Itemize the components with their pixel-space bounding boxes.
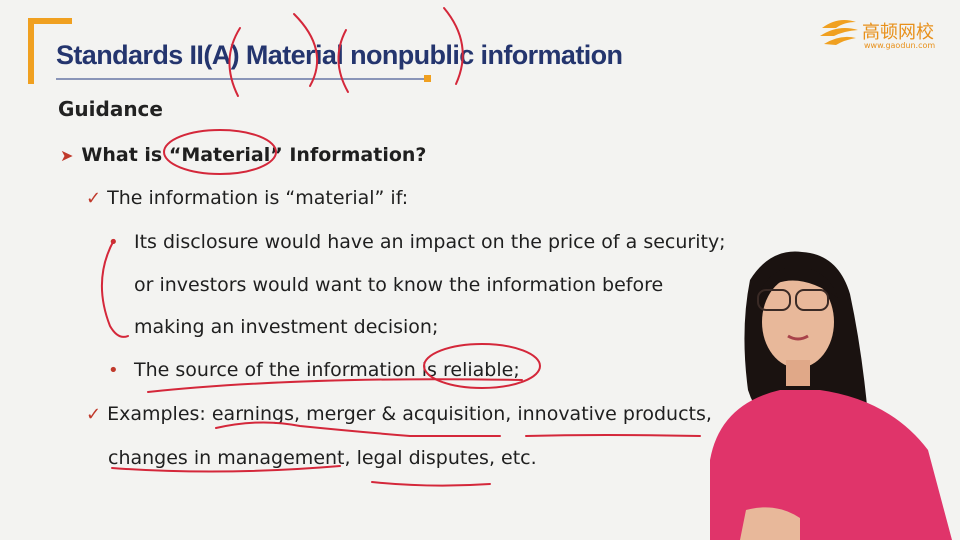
arrow-bullet-icon: ➤ <box>60 146 74 165</box>
list-item: • <box>108 231 119 253</box>
list-item: • <box>108 359 119 381</box>
annotation-stroke <box>525 434 701 437</box>
presenter-video <box>710 251 952 540</box>
section-heading: Guidance <box>58 97 163 121</box>
title-bracket-decoration <box>28 18 72 84</box>
list-item: ✓ Examples: earnings, merger & acquisitio… <box>86 403 712 425</box>
list-item-text: changes in management, legal disputes, e… <box>108 447 537 469</box>
slide-title: Standards II(A) Material nonpublic infor… <box>56 40 623 70</box>
list-item-text: making an investment decision; <box>134 316 439 338</box>
checkmark-icon: ✓ <box>86 188 102 209</box>
list-item-text: Its disclosure would have an impact on t… <box>134 231 726 253</box>
annotation-stroke <box>101 239 129 338</box>
list-item-text: or investors would want to know the info… <box>134 274 664 296</box>
logo-url: www.gaodun.com <box>864 41 936 50</box>
gaodun-logo-icon <box>820 20 858 45</box>
dot-bullet-icon: • <box>108 360 119 381</box>
gaodun-logo: 高顿网校 www.gaodun.com <box>818 14 950 54</box>
checkmark-icon: ✓ <box>86 404 102 425</box>
title-underline-dot <box>424 75 431 82</box>
title-underline <box>56 78 428 80</box>
question-line: ➤ What is “Material” Information? <box>60 144 426 166</box>
annotation-stroke <box>371 481 491 487</box>
list-item-text: The source of the information is reliabl… <box>134 359 520 381</box>
question-text: What is “Material” Information? <box>81 144 427 166</box>
list-item-text: Examples: earnings, merger & acquisition… <box>107 403 712 425</box>
annotation-stroke <box>147 378 523 393</box>
list-item: ✓ The information is “material” if: <box>86 187 408 209</box>
list-item-text: The information is “material” if: <box>107 187 409 209</box>
logo-name: 高顿网校 <box>862 22 934 43</box>
dot-bullet-icon: • <box>108 232 119 253</box>
